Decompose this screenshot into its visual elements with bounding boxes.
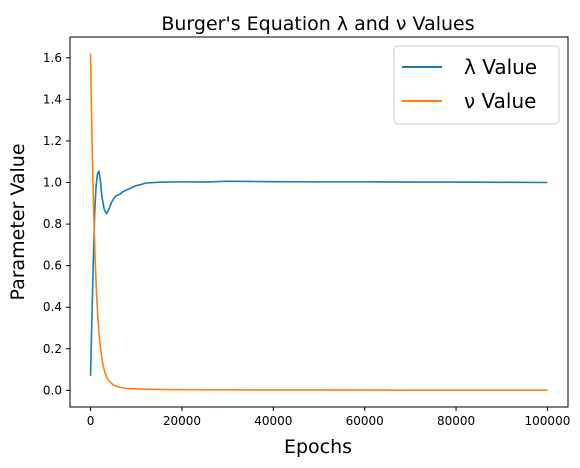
y-axis-label: Parameter Value — [7, 143, 29, 300]
chart-title: Burger's Equation λ and ν Values — [161, 13, 474, 35]
plot-area — [89, 53, 548, 391]
x-axis: 0 20000 40000 60000 80000 100000 — [87, 407, 571, 428]
series-line-0 — [89, 170, 548, 376]
legend: λ Value ν Value — [393, 45, 560, 125]
x-tick-label: 100000 — [525, 414, 571, 428]
y-tick-label: 1.0 — [43, 176, 62, 190]
y-tick-label: 0.0 — [43, 383, 62, 397]
series-line-1 — [89, 53, 548, 391]
y-tick-label: 1.6 — [43, 51, 62, 65]
y-tick-label: 0.6 — [43, 259, 62, 273]
legend-frame — [393, 45, 560, 125]
x-tick-label: 60000 — [346, 414, 384, 428]
y-tick-label: 0.4 — [43, 300, 62, 314]
x-axis-label: Epochs — [284, 436, 352, 458]
legend-label-lambda: λ Value — [464, 55, 537, 79]
y-axis: 0.0 0.2 0.4 0.6 0.8 1.0 1.2 1.4 1.6 — [43, 51, 70, 397]
x-tick-label: 40000 — [254, 414, 292, 428]
axes-frame — [69, 36, 569, 408]
y-tick-label: 1.4 — [43, 92, 62, 106]
x-tick-label: 0 — [87, 414, 95, 428]
x-tick-label: 80000 — [437, 414, 475, 428]
x-tick-label: 20000 — [163, 414, 201, 428]
y-tick-label: 0.2 — [43, 342, 62, 356]
y-tick-label: 1.2 — [43, 134, 62, 148]
legend-label-nu: ν Value — [464, 89, 536, 113]
y-tick-label: 0.8 — [43, 217, 62, 231]
